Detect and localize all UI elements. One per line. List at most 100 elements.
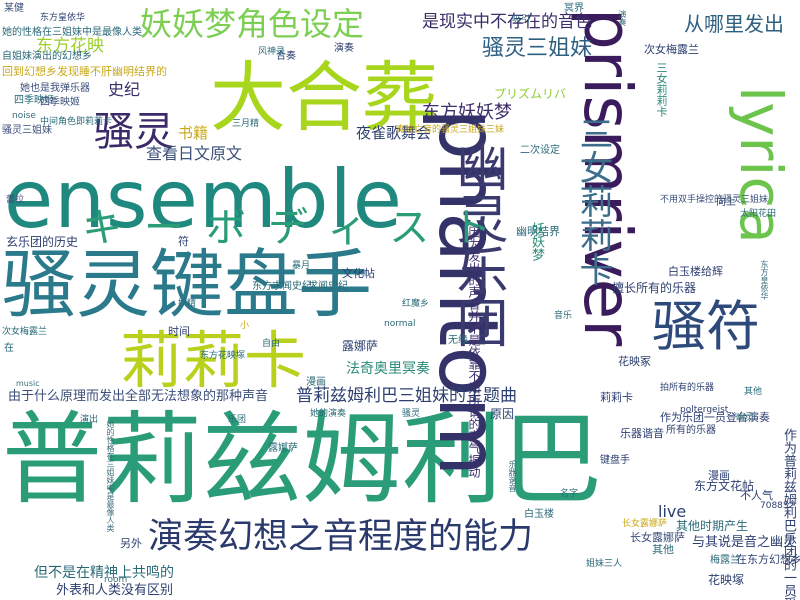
word-yaoyaomeng-jiaose: 妖妖梦角色设定 (140, 5, 365, 43)
word-danshi: 但不是在精神上共鸣的 (34, 565, 174, 581)
word-small-1: 东方皇依华 (40, 13, 86, 23)
word-ensemble: ensemble (4, 153, 403, 246)
word-small-65: 音乐 (554, 311, 573, 321)
word-zhutiqu: 普莉兹姆利巴三姐妹的主题曲 (296, 386, 517, 406)
word-small-24: 奏响亡音的骚灵三姐妹三妹 (396, 125, 505, 135)
word-lilika: 莉莉卡 (120, 324, 307, 397)
word-small-59: 风神录 (258, 47, 286, 57)
word-small-42: 露娜萨 (342, 339, 379, 353)
word-small-52: 次女梅露兰 (2, 327, 48, 337)
word-small-11: 白玉楼 (524, 509, 554, 520)
word-qita: 其他 (652, 543, 674, 556)
word-small-23: 夜雀歌舞会 (356, 124, 432, 142)
word-micro-column-top: 演奏 (618, 10, 627, 26)
word-small-6: 四季映姬 (40, 97, 80, 108)
word-small-63: 她的演奏 (310, 409, 347, 419)
word-yuqishi: 与其说是音之幽灵 (692, 535, 797, 550)
word-saoling-jianpan: 骚灵键盘手 (2, 242, 372, 328)
word-bubei: 不人气 (740, 489, 773, 502)
word-sannv: 三女莉莉卡 (573, 116, 613, 286)
word-small-12: 无缘 (448, 335, 468, 346)
word-fahe: 法奇奥里冥奏 (346, 361, 430, 377)
word-lyrica: lyrica (727, 86, 795, 244)
word-shixian: 是现实中不存在的音色 (422, 12, 592, 32)
word-small-29: 暴月 (292, 261, 311, 271)
word-puli: 普莉兹姆利巴 (2, 401, 602, 518)
word-yanzou: 演奏幻想之音程度的能力 (148, 517, 534, 557)
word-saoling: 骚灵 (94, 109, 174, 155)
word-small-30: 时间 (168, 325, 190, 338)
word-small-14: 在东方幻想乡 (736, 553, 800, 566)
word-dahezang: 大合葬 (210, 53, 438, 142)
word-small-5: 她也是我弹乐器 (20, 83, 90, 94)
word-small-2: 她的性格在三姐妹中是最像人类 (2, 27, 142, 38)
word-small-33: 合奏 (276, 51, 296, 62)
word-small-21: 白玉楼给辉 (668, 265, 723, 278)
word-small-16: 次女梅露兰 (644, 43, 699, 56)
word-normal: normal (384, 319, 416, 329)
word-small-38: 露娜萨 (268, 443, 298, 454)
word-small-67: 演出 (80, 415, 99, 425)
word-small-46: 向上 (716, 197, 736, 208)
word-small-58: 三月精 (232, 119, 260, 129)
word-dongfang-huaying: 东方花映 (36, 36, 104, 56)
word-prismriva-kata: プリズムリバ (494, 87, 567, 101)
word-small-19: 所有的乐器 (666, 425, 716, 436)
word-poltergeist: poltergeist (680, 405, 729, 415)
word-small-18: 作为乐团一员登台演奏 (660, 411, 770, 424)
word-small-57: 东方花映塚 (200, 351, 246, 361)
word-small-62: 名字 (560, 489, 579, 499)
word-small-41: 东方文花帖 (694, 479, 755, 493)
word-small-49: 键盘手 (600, 455, 630, 466)
word-small-3: 回到幻想乡发现睡不肝幽明结界的 (2, 65, 167, 78)
word-small-22: 擅长所有的乐器 (612, 281, 697, 295)
word-small-45: 蕾拉 (6, 195, 25, 205)
word-small-0: 某健 (4, 3, 24, 14)
word-shuji: 书籍 (178, 124, 209, 142)
word-small-39: 梅露兰 (710, 555, 740, 566)
word-zuowei-sanjiemei: 作为普莉兹姆利巴乐团的一员受邀到 (781, 428, 796, 600)
word-room: room (104, 575, 128, 585)
word-dongfang-yaoyaomeng: 东方妖妖梦 (422, 102, 512, 123)
word-small-51: 其他 (744, 387, 763, 397)
word-youling-yuetuan: 幽灵乐团 (447, 140, 507, 348)
word-small-50: 幽灵 (736, 413, 755, 423)
word-small-34: 在 (4, 343, 14, 354)
word-small-54: 姐妹三人 (586, 559, 623, 569)
word-small-25: 演奏 (334, 43, 354, 54)
word-noise: noise (12, 111, 36, 121)
word-youyuyu: 由于什么原理而发出全部无法想象的那种声音 (8, 389, 269, 404)
word-small-15: 长女露娜萨 (630, 531, 685, 544)
word-number: 708852 (760, 501, 795, 511)
word-small-28: 求闻史纪 (308, 281, 348, 292)
word-small-44: 二次设定 (520, 145, 560, 156)
word-small-8: 中间角色即莉莉卡 (40, 117, 113, 127)
word-small-13: 冥界 (564, 3, 584, 14)
word-saoling-sanjiemei: 骚灵三姐妹 (482, 36, 593, 61)
word-keyboardist: キーボディスト (82, 205, 514, 251)
word-chakan: 查看日文原文 (146, 144, 243, 163)
word-small-60: 红魔乡 (402, 299, 430, 309)
word-small-36: 花映冢 (618, 355, 651, 368)
word-small-56: 自由 (262, 339, 281, 349)
word-small-4: 自姐妹演出的幻想乡 (2, 51, 92, 62)
word-small-35: 符 (178, 235, 189, 248)
word-qijian: 其他时期产生 (676, 519, 749, 533)
word-small-31: 另外 (120, 537, 142, 550)
word-small-20: 乐器谐音 (620, 427, 664, 440)
word-small-48: 不用双手操控的骚灵三姐妹 (660, 195, 769, 205)
word-small-26: 文化帖 (342, 267, 375, 280)
word-small-10: 妖妖梦 (529, 222, 544, 261)
word-tuomen: 拍所有的乐器 (660, 383, 715, 393)
word-small-68: 吸引 (512, 15, 531, 25)
word-small-40: 花映塚 (708, 573, 745, 587)
word-shiji: 史纪 (108, 80, 141, 99)
word-waibiao: 外表和人类没有区别 (56, 583, 174, 598)
word-yinwei: 因为发出的声音并不是依靠不知所谓的空气振动 (467, 226, 481, 478)
word-small-17: 三女莉莉卡 (655, 62, 668, 117)
word-micro-column-mid: 乐器谐音 (508, 460, 517, 492)
word-congnali: 从哪里发出 (684, 12, 784, 36)
word-small-66: 乐团 (228, 415, 247, 425)
word-micro-column-right: 东方皇依华 (760, 260, 769, 300)
